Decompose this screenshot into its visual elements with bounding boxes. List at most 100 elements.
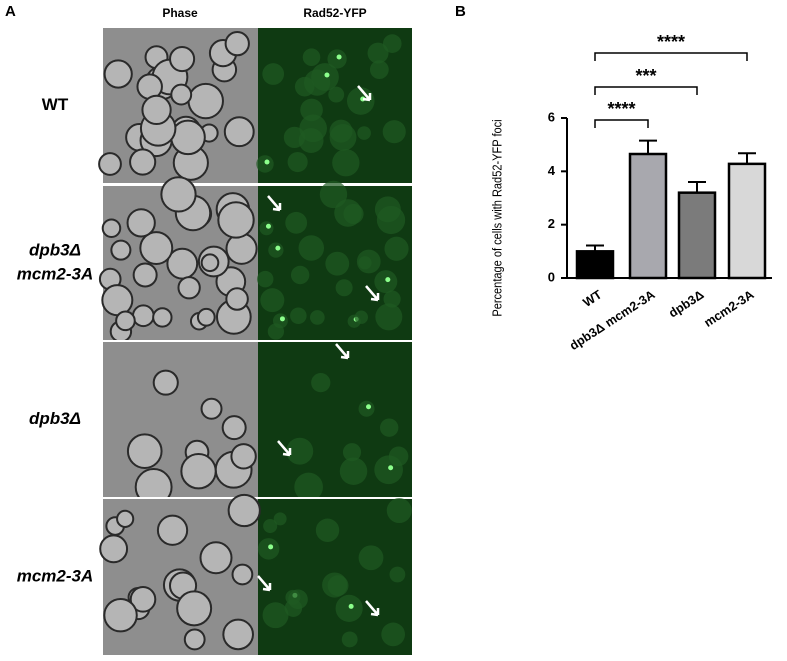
cell — [221, 415, 247, 441]
cell-glow — [294, 76, 315, 97]
cell-glow — [290, 307, 307, 325]
panel-label: A — [5, 3, 16, 20]
focus — [264, 159, 270, 165]
cell-glow — [332, 149, 360, 177]
cell — [180, 453, 217, 490]
cell-glow — [260, 288, 285, 313]
column-header: Rad52-YFP — [303, 6, 366, 20]
cell-glow — [257, 538, 280, 560]
cell — [224, 30, 250, 57]
cell — [200, 253, 220, 273]
y-tick-label: 0 — [548, 269, 555, 284]
cell-glow — [315, 518, 340, 542]
cell — [101, 284, 134, 317]
cell-glow — [272, 313, 288, 329]
cell — [176, 590, 213, 627]
cell-glow — [285, 211, 308, 234]
cell — [132, 262, 158, 288]
cell-glow — [262, 602, 289, 629]
cell — [187, 82, 224, 120]
cell — [183, 628, 206, 651]
focus — [388, 465, 394, 471]
cell — [152, 369, 179, 396]
cell-glow — [328, 86, 345, 103]
x-tick-label: dpb3Δ — [666, 288, 706, 321]
y-tick-label: 4 — [548, 163, 556, 178]
cell — [200, 397, 223, 420]
row-label: dpb3Δ — [29, 409, 81, 428]
cell — [139, 231, 174, 265]
cell-glow — [376, 205, 406, 235]
cell-glow — [286, 437, 314, 465]
cell-glow — [262, 63, 285, 85]
focus — [366, 404, 372, 410]
x-tick-label: mcm2-3A — [702, 288, 757, 330]
cell-glow — [386, 498, 412, 524]
cell-glow — [375, 303, 403, 331]
focus — [324, 72, 330, 78]
cell — [110, 239, 132, 261]
cell-glow — [339, 457, 368, 485]
cell-glow — [256, 270, 274, 288]
cell — [196, 307, 216, 327]
cell — [103, 59, 133, 89]
cell-glow — [335, 594, 363, 622]
focus — [348, 603, 354, 609]
cell — [227, 493, 261, 528]
significance-label: **** — [657, 32, 685, 52]
arrow — [277, 440, 292, 457]
bar — [628, 152, 668, 280]
cell — [141, 94, 172, 126]
cell — [177, 276, 201, 300]
cell — [129, 148, 157, 176]
cell — [126, 433, 163, 469]
cell-glow — [369, 60, 389, 80]
cell — [169, 45, 196, 73]
cell-glow — [357, 126, 371, 140]
cell — [170, 119, 206, 156]
cell — [160, 176, 197, 213]
cell-glow — [268, 242, 284, 258]
focus — [279, 316, 285, 322]
cell-glow — [335, 279, 353, 297]
cell — [156, 514, 189, 546]
cell-glow — [329, 123, 357, 151]
cell-glow — [367, 42, 389, 64]
cell — [225, 287, 249, 311]
cell-glow — [302, 48, 321, 66]
cell — [131, 304, 155, 328]
cell-glow — [354, 310, 368, 324]
significance-bracket — [594, 52, 748, 61]
cell — [115, 310, 136, 332]
cell-glow — [298, 235, 325, 261]
cell-glow — [263, 518, 278, 534]
cell-glow — [374, 270, 398, 294]
cell — [223, 116, 255, 148]
cell — [101, 218, 122, 239]
cell-glow — [288, 589, 308, 610]
cell-glow — [310, 310, 325, 325]
row-label: mcm2-3A — [17, 566, 94, 585]
cell-glow — [334, 199, 362, 227]
significance-label: *** — [635, 66, 656, 86]
cell — [103, 597, 138, 633]
cell — [152, 307, 173, 328]
cell-glow — [384, 236, 409, 261]
x-tick-label: WT — [581, 287, 605, 310]
focus — [265, 223, 271, 229]
cell — [199, 541, 233, 575]
cell-glow — [299, 114, 327, 143]
cell-glow — [256, 155, 274, 173]
cell — [170, 83, 193, 106]
arrow — [365, 600, 380, 617]
cell-glow — [325, 251, 350, 276]
cell — [126, 208, 156, 238]
cell-glow — [342, 443, 362, 462]
cell-glow — [388, 446, 409, 467]
focus — [336, 54, 342, 60]
significance-bracket — [594, 119, 649, 128]
bar — [677, 191, 717, 280]
cell-glow — [346, 87, 375, 115]
cell-glow — [379, 418, 399, 437]
